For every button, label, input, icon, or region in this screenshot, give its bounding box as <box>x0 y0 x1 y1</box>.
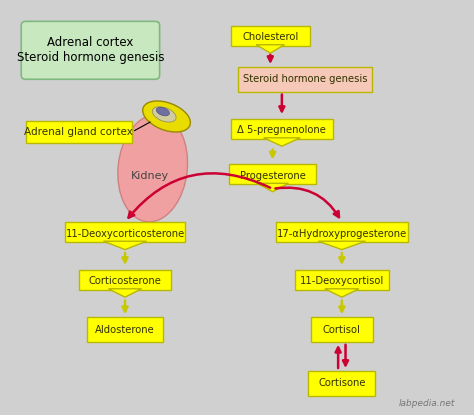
Text: Cortisol: Cortisol <box>323 325 361 334</box>
Text: 11-Deoxycortisol: 11-Deoxycortisol <box>300 276 384 286</box>
Polygon shape <box>264 138 300 146</box>
Text: Cortisone: Cortisone <box>318 378 365 388</box>
Ellipse shape <box>143 101 191 132</box>
Polygon shape <box>318 241 365 249</box>
Polygon shape <box>257 183 288 192</box>
Text: 11-Deoxycorticosterone: 11-Deoxycorticosterone <box>65 229 185 239</box>
Text: 17-αHydroxyprogesterone: 17-αHydroxyprogesterone <box>277 229 407 239</box>
Text: Δ 5-pregnenolone: Δ 5-pregnenolone <box>237 125 326 135</box>
FancyBboxPatch shape <box>26 121 132 144</box>
Polygon shape <box>325 289 359 297</box>
FancyBboxPatch shape <box>231 119 333 139</box>
Text: Kidney: Kidney <box>131 171 169 181</box>
FancyBboxPatch shape <box>276 222 408 242</box>
FancyBboxPatch shape <box>229 164 317 184</box>
FancyBboxPatch shape <box>238 67 372 92</box>
Text: Adrenal gland cortex: Adrenal gland cortex <box>25 127 133 137</box>
Text: Adrenal cortex
Steroid hormone genesis: Adrenal cortex Steroid hormone genesis <box>17 37 164 64</box>
Polygon shape <box>103 241 146 249</box>
FancyBboxPatch shape <box>87 317 163 342</box>
Ellipse shape <box>118 115 188 222</box>
Text: Progesterone: Progesterone <box>240 171 306 181</box>
Ellipse shape <box>152 107 176 122</box>
FancyBboxPatch shape <box>294 269 389 290</box>
Polygon shape <box>109 289 142 297</box>
FancyBboxPatch shape <box>65 222 185 242</box>
FancyBboxPatch shape <box>231 25 310 46</box>
Polygon shape <box>256 45 284 53</box>
Text: Cholesterol: Cholesterol <box>242 32 299 42</box>
FancyBboxPatch shape <box>79 269 171 290</box>
Text: Steroid hormone genesis: Steroid hormone genesis <box>243 74 367 84</box>
Text: Corticosterone: Corticosterone <box>89 276 162 286</box>
FancyBboxPatch shape <box>310 317 373 342</box>
Text: Aldosterone: Aldosterone <box>95 325 155 334</box>
FancyBboxPatch shape <box>309 371 375 395</box>
FancyBboxPatch shape <box>21 22 160 79</box>
Text: labpedia.net: labpedia.net <box>399 399 456 408</box>
Ellipse shape <box>156 107 169 116</box>
